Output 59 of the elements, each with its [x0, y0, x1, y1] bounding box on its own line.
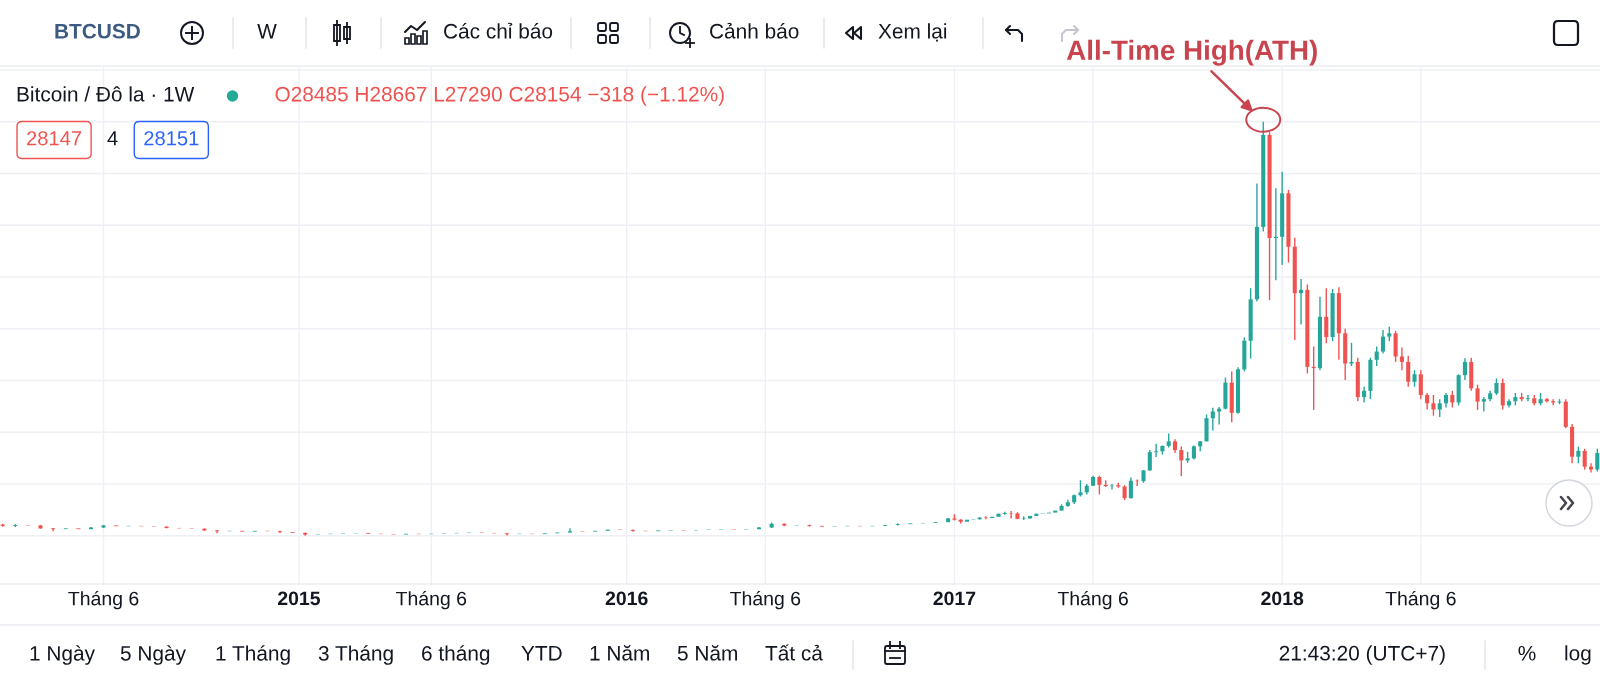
chart-subtitle: O28485 H28667 L27290 C28154 −318 (−1.12%)	[275, 86, 724, 106]
candlestick	[1179, 445, 1184, 477]
text: 3 Tháng	[318, 645, 393, 665]
chart-title: Bitcoin / Đô la · 1W	[17, 86, 195, 102]
candlestick	[1475, 383, 1480, 411]
candlestick	[1418, 369, 1423, 400]
text: Xem lại	[878, 23, 947, 42]
candlestick	[1204, 413, 1209, 443]
text: log	[1565, 645, 1591, 665]
candlestick	[1002, 511, 1007, 516]
x-tick-label: Tháng 6	[1057, 590, 1128, 610]
candlestick	[1481, 396, 1486, 413]
text: 1 Tháng	[216, 645, 290, 665]
x-tick-label: Tháng 6	[68, 590, 139, 610]
candlestick	[1154, 443, 1159, 458]
candlestick	[1393, 330, 1398, 363]
text: 1 Ngày	[30, 645, 95, 665]
text: Các chỉ báo	[444, 22, 553, 39]
candlestick	[1406, 354, 1411, 388]
text: Tất cả	[765, 644, 823, 661]
candlestick	[1349, 342, 1354, 367]
text: BTCUSD	[55, 23, 140, 39]
candlestick	[1380, 329, 1386, 355]
annotation: 28147	[27, 131, 82, 146]
x-tick-label: Tháng 6	[1385, 590, 1456, 610]
x-tick-label: 2015	[277, 591, 321, 606]
candlestick	[1525, 394, 1531, 402]
candlestick	[1500, 377, 1505, 411]
annotation: 4	[107, 131, 118, 146]
candlestick	[1324, 287, 1329, 344]
candlestick	[964, 519, 970, 522]
text: 5 Ngày	[120, 645, 186, 665]
annotation: 28151	[144, 131, 199, 146]
candlestick	[1128, 476, 1133, 500]
candlestick	[1588, 462, 1594, 474]
candlestick	[1097, 475, 1102, 496]
text: 1 Năm	[590, 645, 649, 661]
text: %	[1518, 645, 1536, 661]
candlestick	[1399, 346, 1404, 371]
x-tick-label: 2017	[933, 591, 976, 606]
x-tick-label: Tháng 6	[730, 590, 801, 610]
text: 6 tháng	[422, 645, 490, 665]
x-tick-label: 2018	[1261, 591, 1304, 606]
annotation: All-Time High(ATH)	[1066, 39, 1317, 66]
text: W	[257, 24, 277, 39]
candlestick	[1582, 448, 1587, 471]
candlestick	[1374, 345, 1379, 367]
text: 21:43:20 (UTC+7)	[1279, 645, 1445, 665]
candlestick	[1217, 406, 1222, 426]
text: Cảnh báo	[710, 22, 799, 39]
x-tick-label: Tháng 6	[396, 590, 467, 610]
text: YTD	[521, 646, 562, 661]
candlestick	[1431, 394, 1436, 417]
candlestick	[1053, 510, 1058, 513]
candlestick	[1462, 357, 1467, 381]
candlestick	[1595, 448, 1600, 473]
text: 5 Năm	[677, 645, 737, 661]
candlestick	[1147, 449, 1152, 472]
x-tick-label: 2016	[605, 591, 648, 606]
